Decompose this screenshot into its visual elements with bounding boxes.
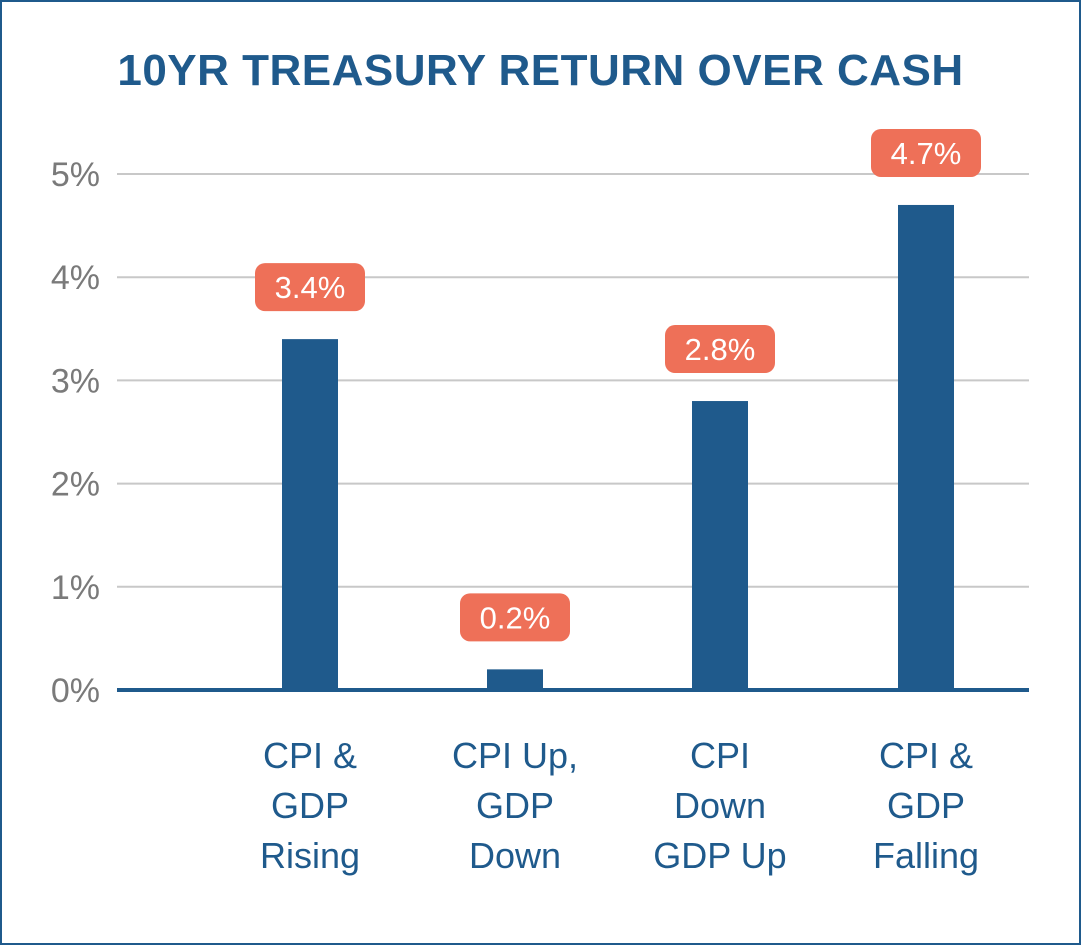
- x-category-label-line: CPI: [690, 735, 750, 776]
- data-label-text: 4.7%: [891, 136, 962, 171]
- data-label-text: 2.8%: [685, 332, 756, 367]
- x-category-label-line: GDP: [887, 785, 965, 826]
- bar: [487, 669, 543, 690]
- y-tick-label: 2%: [51, 466, 100, 504]
- y-tick-label: 5%: [51, 156, 100, 194]
- x-category-label-line: Down: [674, 785, 766, 826]
- chart-title: 10YR TREASURY RETURN OVER CASH: [117, 46, 964, 95]
- x-category-label-line: GDP: [271, 785, 349, 826]
- bar: [692, 401, 748, 690]
- x-category-label-line: Falling: [873, 835, 979, 876]
- x-category-label: CPI & GDP Falling: [873, 735, 979, 876]
- bar: [898, 204, 954, 690]
- x-category-label: CPI & GDP Rising: [260, 735, 360, 876]
- data-label-bg: [255, 263, 365, 312]
- bar: [282, 339, 338, 690]
- x-category-label: CPI Down GDP Up: [653, 735, 786, 876]
- data-label: 0.2%: [460, 593, 570, 642]
- x-category-label-line: GDP: [476, 785, 554, 826]
- data-label-bg: [665, 325, 775, 374]
- x-category-label: CPI Up, GDP Down: [452, 735, 578, 876]
- x-category-label-line: CPI &: [879, 735, 973, 776]
- x-category-label-line: Down: [469, 835, 561, 876]
- data-label: 4.7%: [871, 128, 981, 177]
- x-category-label-line: CPI Up,: [452, 735, 578, 776]
- x-category-label-line: Rising: [260, 835, 360, 876]
- data-label-bg: [460, 593, 570, 642]
- x-category-label-line: GDP Up: [653, 835, 786, 876]
- y-tick-label: 4%: [51, 259, 100, 297]
- y-tick-label: 1%: [51, 569, 100, 607]
- data-label-text: 0.2%: [480, 600, 551, 635]
- data-label-bg: [871, 128, 981, 177]
- data-label: 2.8%: [665, 325, 775, 374]
- data-label: 3.4%: [255, 263, 365, 312]
- data-label-text: 3.4%: [275, 270, 346, 305]
- y-tick-label: 3%: [51, 362, 100, 400]
- x-category-label-line: CPI &: [263, 735, 357, 776]
- y-tick-label: 0%: [51, 672, 100, 710]
